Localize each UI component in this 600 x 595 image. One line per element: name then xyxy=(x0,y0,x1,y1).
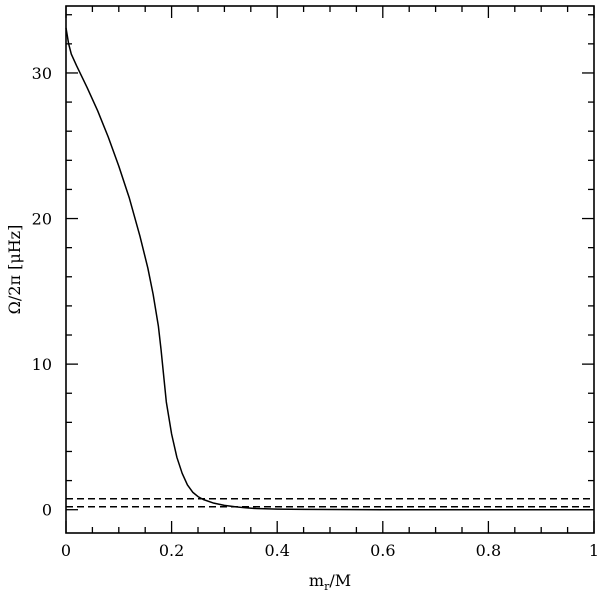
series-line-0 xyxy=(65,27,594,511)
y-tick-label: 10 xyxy=(32,355,52,374)
y-tick-label: 0 xyxy=(42,501,52,520)
y-tick-labels: 0 10 20 30 xyxy=(32,64,52,520)
x-tick-label: 0.8 xyxy=(476,541,501,560)
x-axis-label: mr/M xyxy=(309,571,351,593)
x-tick-label: 1 xyxy=(589,541,599,560)
x-axis-label-tail: /M xyxy=(329,571,351,590)
y-tick-label: 30 xyxy=(32,64,52,83)
x-tick-labels: 0 0.2 0.4 0.6 0.8 1 xyxy=(61,541,599,560)
x-tick-label: 0.6 xyxy=(370,541,395,560)
plot-marks xyxy=(65,27,594,511)
x-axis-label-sub: r xyxy=(324,580,330,593)
x-tick-label: 0 xyxy=(61,541,71,560)
y-axis-label: Ω/2π [μHz] xyxy=(5,225,24,315)
axis-ticks xyxy=(65,6,595,533)
x-axis-label-main: m xyxy=(309,571,324,590)
plot-frame xyxy=(65,5,595,534)
x-tick-label: 0.2 xyxy=(159,541,184,560)
y-tick-label: 20 xyxy=(32,210,52,229)
x-tick-label: 0.4 xyxy=(264,541,289,560)
